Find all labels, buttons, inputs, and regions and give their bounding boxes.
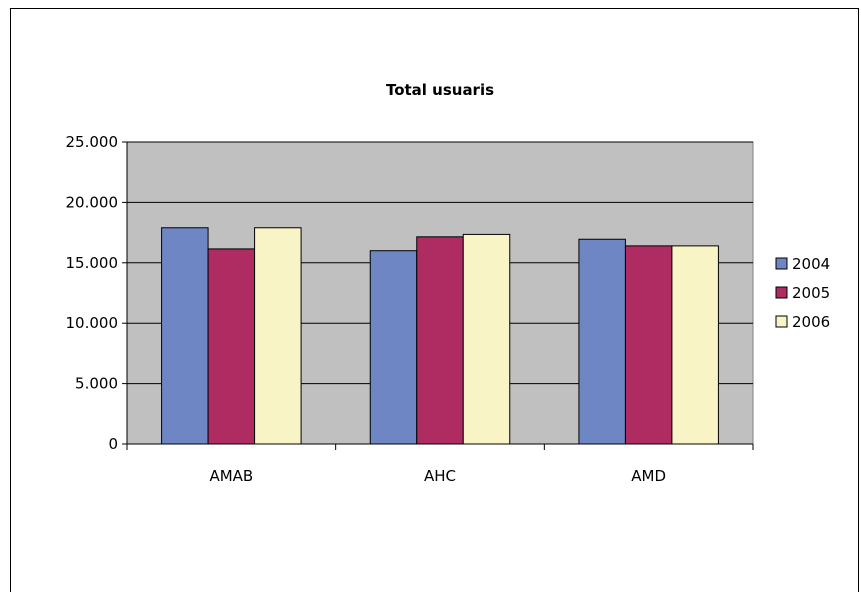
y-tick-label: 15.000 bbox=[66, 254, 119, 272]
y-tick-label: 5.000 bbox=[75, 375, 118, 393]
x-tick-label: AHC bbox=[424, 467, 456, 485]
bar-2006-AHC bbox=[462, 233, 511, 445]
chart-title: Total usuaris bbox=[386, 81, 494, 99]
legend-label-2006: 2006 bbox=[792, 313, 830, 331]
legend-swatch-2005 bbox=[775, 286, 788, 299]
x-tick-label: AMAB bbox=[209, 467, 253, 485]
bar-2005-AMD bbox=[624, 245, 673, 445]
bar-2006-AMAB bbox=[254, 227, 302, 445]
bars bbox=[161, 227, 719, 445]
bar-2004-AMD bbox=[578, 238, 626, 445]
bar-2004-AMAB bbox=[161, 227, 209, 445]
legend-swatch-2006 bbox=[775, 315, 788, 328]
bar-2005-AHC bbox=[416, 236, 464, 445]
bar-2006-AMD bbox=[671, 245, 719, 445]
legend: 2004 2005 2006 bbox=[775, 255, 830, 331]
x-tick-label: AMD bbox=[631, 467, 666, 485]
y-tick-label: 25.000 bbox=[66, 133, 119, 151]
legend-label-2004: 2004 bbox=[792, 255, 830, 273]
legend-label-2005: 2005 bbox=[792, 284, 830, 302]
y-tick-label: 0 bbox=[108, 435, 118, 453]
bar-2005-AMAB bbox=[207, 248, 256, 445]
bar-2004-AHC bbox=[369, 250, 418, 445]
axes: 0 5.000 10.000 15.000 20.000 25.000 AMAB AHC AMD bbox=[66, 133, 754, 485]
y-tick-label: 20.000 bbox=[66, 193, 119, 211]
legend-swatch-2004 bbox=[775, 257, 788, 270]
y-tick-label: 10.000 bbox=[66, 314, 119, 332]
